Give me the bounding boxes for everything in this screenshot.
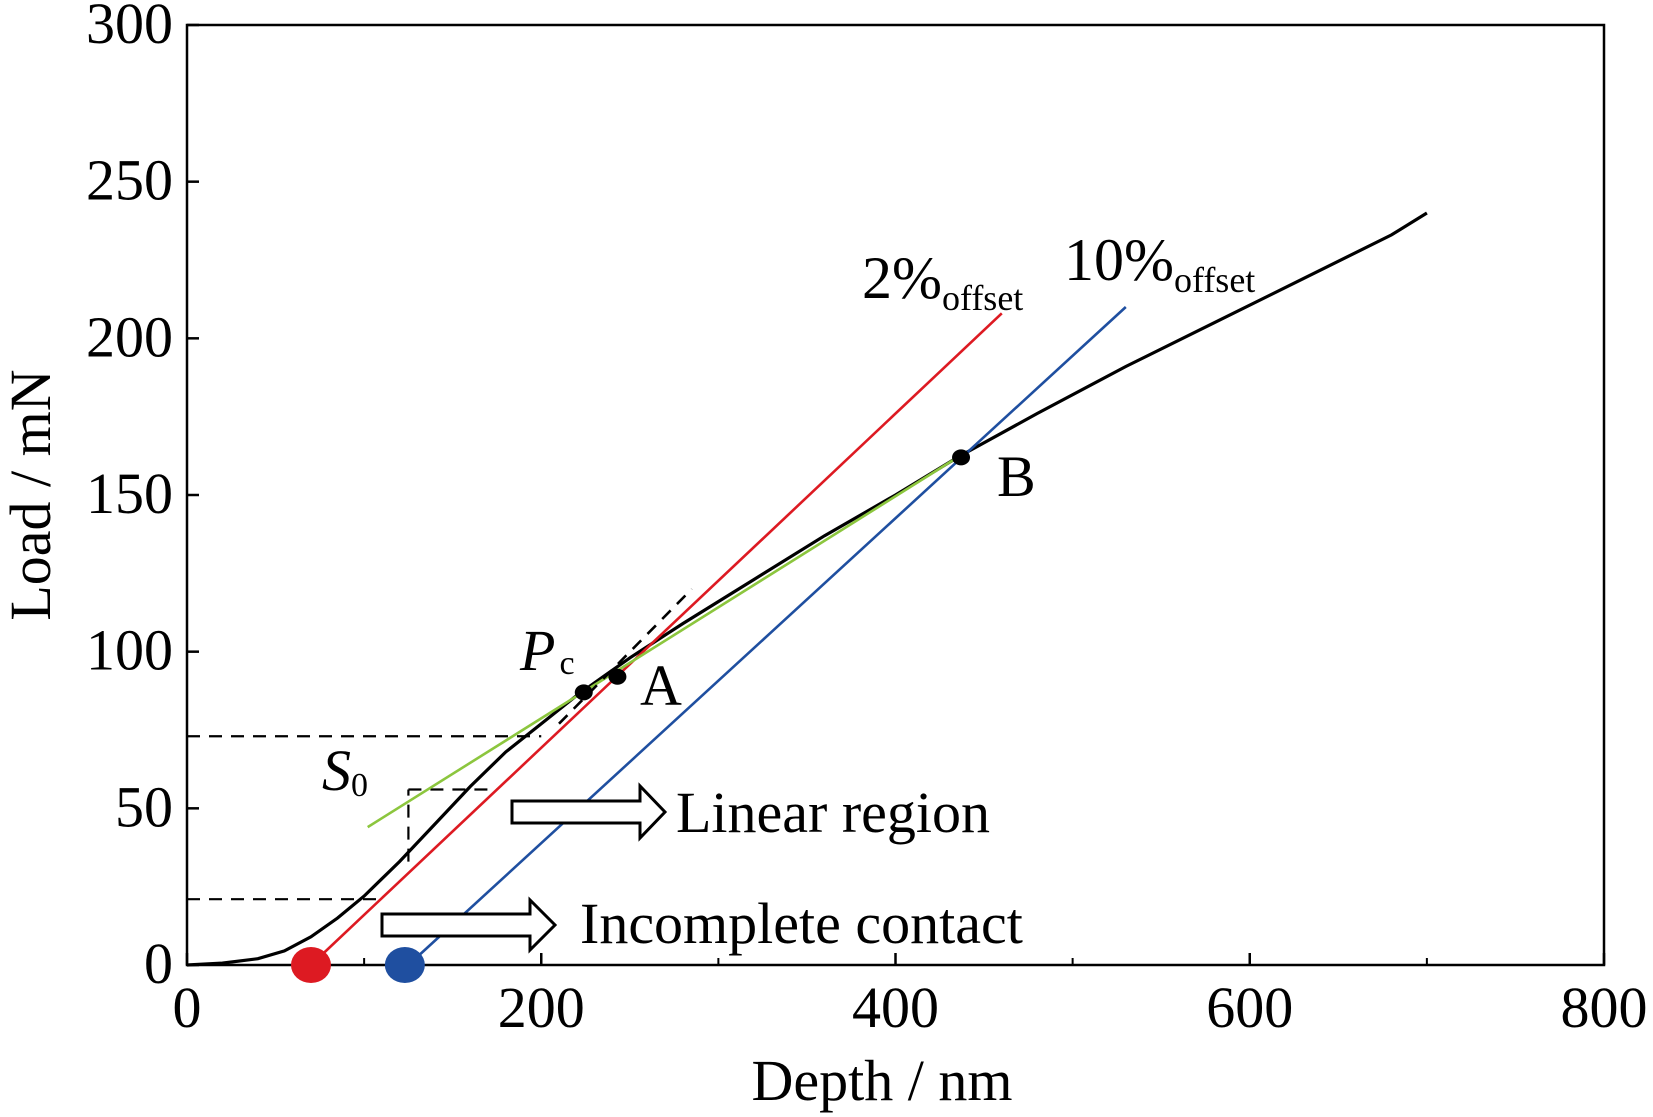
baseline-marker (290, 947, 331, 983)
incomplete-contact-arrow-icon (380, 896, 558, 954)
axis-ticks: 0 200 400 600 800 0 50 100 150 200 250 300 (86, 0, 1648, 1040)
y-axis-title: Load / mN (0, 369, 63, 620)
offset-2-main: 2% (862, 245, 942, 311)
x-tick-label: 800 (1561, 975, 1648, 1040)
linear-region-label: Linear region (676, 780, 990, 845)
offset-10-label: 10%offset (1064, 227, 1255, 300)
y-tick-label: 100 (86, 618, 173, 683)
y-tick-label: 300 (86, 0, 173, 56)
series-line-0 (186, 211, 1428, 967)
baseline-marker (384, 947, 425, 983)
series-lines (186, 211, 1428, 967)
series-line-1 (310, 312, 1003, 966)
x-tick-label: 200 (498, 975, 585, 1040)
point-b (952, 449, 971, 466)
x-axis-title: Depth / nm (752, 1048, 1013, 1113)
series-line-4 (558, 588, 693, 725)
y-tick-label: 200 (86, 304, 173, 369)
linear-region-arrow-icon (510, 782, 668, 842)
offset-10-main: 10% (1064, 227, 1174, 293)
point-pc (574, 684, 593, 701)
x-tick-label: 0 (173, 975, 202, 1040)
y-tick-label: 250 (86, 148, 173, 213)
x-tick-label: 400 (852, 975, 939, 1040)
offset-2-sub: offset (942, 278, 1023, 318)
y-tick-label: 150 (86, 461, 173, 526)
pc-sub: c (559, 645, 574, 682)
y-tick-label: 50 (115, 774, 173, 839)
marked-points (290, 449, 971, 983)
series-line-3 (367, 456, 959, 829)
s0-sub: 0 (351, 767, 368, 804)
point-b-label: B (997, 444, 1036, 509)
point-a-label: A (640, 653, 682, 718)
y-tick-label: 0 (144, 931, 173, 996)
pc-main: P (519, 618, 555, 683)
reference-lines (187, 735, 542, 901)
s0-label: S0 (322, 738, 368, 804)
offset-10-sub: offset (1174, 260, 1255, 300)
x-tick-label: 600 (1206, 975, 1293, 1040)
incomplete-contact-label: Incomplete contact (580, 891, 1023, 956)
offset-2-label: 2%offset (862, 245, 1023, 318)
point-a (608, 668, 627, 685)
s0-main: S (322, 738, 351, 803)
series-line-2 (407, 306, 1127, 966)
